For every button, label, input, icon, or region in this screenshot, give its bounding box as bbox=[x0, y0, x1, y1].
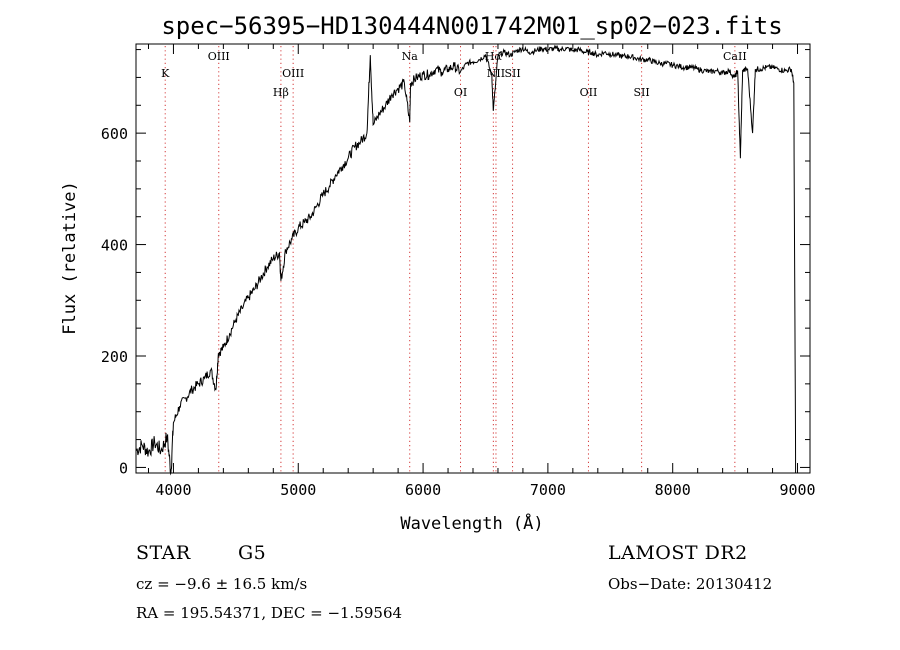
line-label-2: Hβ bbox=[273, 86, 289, 99]
chart-title: spec−56395−HD130444N001742M01_sp02−023.f… bbox=[161, 12, 782, 40]
spectrum-line-0 bbox=[135, 44, 797, 476]
plot-frame bbox=[135, 43, 811, 474]
line-label-10: SII bbox=[634, 86, 650, 99]
redshift-velocity: cz = −9.6 ± 16.5 km/s bbox=[136, 575, 308, 593]
y-tick-label-1: 200 bbox=[101, 348, 128, 366]
series-layer bbox=[135, 44, 797, 476]
line-label-8: SII bbox=[504, 67, 520, 80]
survey-release: LAMOST DR2 bbox=[608, 542, 748, 564]
x-axis-label: Wavelength (Å) bbox=[400, 512, 543, 534]
sky-coordinates: RA = 195.54371, DEC = −1.59564 bbox=[136, 604, 403, 622]
line-label-0: K bbox=[161, 67, 170, 80]
x-tick-label-0: 4000 bbox=[155, 481, 191, 499]
y-tick-label-3: 600 bbox=[101, 125, 128, 143]
line-label-5: OI bbox=[454, 86, 467, 99]
y-tick-label-0: 0 bbox=[119, 459, 128, 477]
line-label-4: Na bbox=[402, 50, 419, 63]
observation-date: Obs−Date: 20130412 bbox=[608, 575, 773, 593]
line-label-6: Hα bbox=[485, 50, 503, 63]
x-tick-label-1: 5000 bbox=[280, 481, 316, 499]
x-tick-label-5: 9000 bbox=[779, 481, 815, 499]
line-label-1: OIII bbox=[208, 50, 230, 63]
line-label-9: OII bbox=[580, 86, 598, 99]
y-tick-label-2: 400 bbox=[101, 237, 128, 255]
y-axis-label: Flux (relative) bbox=[60, 181, 80, 335]
line-label-3: OIII bbox=[282, 67, 304, 80]
object-class: STAR bbox=[136, 542, 191, 564]
axis-layer: 4000 5000 6000 7000 8000 9000 0 200 400 600 bbox=[101, 44, 816, 499]
x-tick-label-4: 8000 bbox=[655, 481, 691, 499]
spectral-subclass: G5 bbox=[238, 542, 267, 564]
line-label-11: CaII bbox=[723, 50, 747, 63]
x-tick-label-2: 6000 bbox=[405, 481, 441, 499]
spectrum-figure: spec−56395−HD130444N001742M01_sp02−023.f… bbox=[60, 12, 816, 534]
x-tick-label-3: 7000 bbox=[530, 481, 566, 499]
